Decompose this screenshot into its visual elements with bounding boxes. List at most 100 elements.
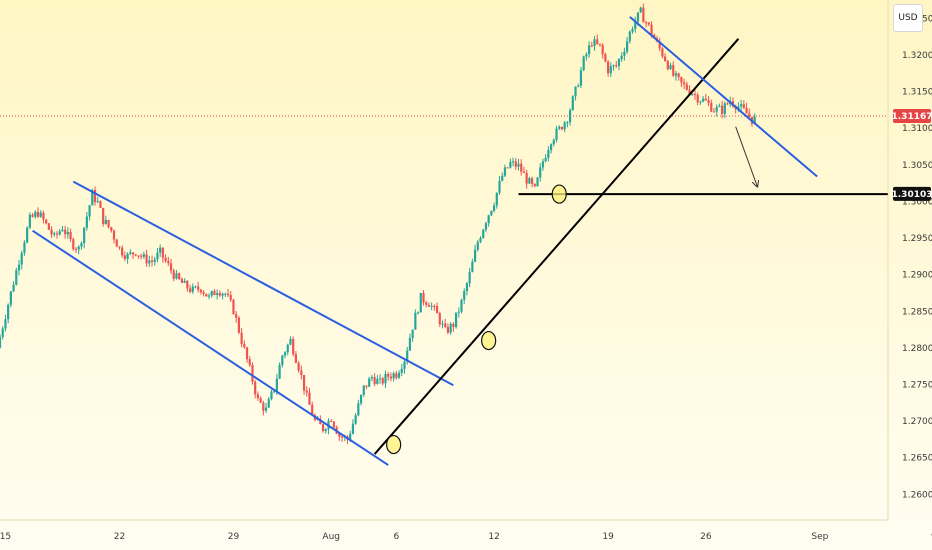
candle <box>61 225 64 232</box>
candle <box>110 226 113 233</box>
candle <box>286 343 289 356</box>
candle <box>406 346 409 365</box>
time-tick-label: 22 <box>114 532 125 542</box>
candle <box>202 290 205 297</box>
candle <box>414 309 417 330</box>
candle <box>566 121 569 128</box>
candle <box>39 210 42 218</box>
candle <box>115 238 118 247</box>
candle <box>167 256 170 266</box>
time-axis[interactable]: 152229Aug6121926Sep916 <box>0 532 932 542</box>
price-tick-label: 1.26000 <box>902 490 932 500</box>
candle <box>378 374 382 384</box>
candle <box>666 59 669 71</box>
price-tick-label: 1.30000 <box>902 197 932 207</box>
candle <box>161 247 164 263</box>
price-tick-label: 1.32000 <box>902 51 932 61</box>
candle <box>213 289 216 296</box>
price-tick-label: 1.29500 <box>902 234 932 244</box>
candle <box>351 419 355 435</box>
candle <box>237 315 240 335</box>
markers-layer <box>386 184 567 455</box>
candle <box>178 272 181 280</box>
candle <box>1 326 4 340</box>
candle <box>715 104 718 117</box>
candle <box>408 333 412 352</box>
candle <box>419 292 422 313</box>
candle <box>359 394 363 406</box>
candle <box>251 362 254 385</box>
candle <box>229 290 232 302</box>
time-tick-label: 15 <box>0 532 11 542</box>
candle <box>549 143 553 154</box>
candle <box>514 157 517 170</box>
candle <box>31 213 34 218</box>
candle <box>669 62 672 70</box>
candle <box>528 176 531 184</box>
candle <box>400 363 403 377</box>
candle <box>297 361 300 373</box>
candle <box>606 60 610 77</box>
candle <box>188 284 192 294</box>
candle <box>129 249 132 256</box>
candle <box>465 281 469 296</box>
candle <box>387 372 390 381</box>
candle <box>221 292 224 300</box>
level-price-label: 1.30103 <box>892 190 932 200</box>
candle <box>585 52 588 61</box>
candle <box>99 200 102 209</box>
candle <box>376 375 379 385</box>
candle <box>83 227 86 249</box>
candle <box>587 41 591 58</box>
price-tick-label: 1.27000 <box>902 417 932 427</box>
candle <box>224 292 227 298</box>
candle <box>118 246 121 250</box>
candle <box>522 166 526 173</box>
current-price-tag-bg <box>893 108 931 123</box>
touch-point-marker <box>386 434 402 455</box>
candle <box>571 95 574 111</box>
candle <box>547 146 550 162</box>
candle <box>645 20 648 28</box>
candle <box>484 221 488 233</box>
candle <box>661 47 664 59</box>
candle <box>112 229 116 244</box>
candle <box>262 400 265 416</box>
time-tick-label: Sep <box>811 532 828 542</box>
candle <box>243 340 246 349</box>
candle <box>180 277 183 284</box>
candle <box>473 244 477 263</box>
candle <box>235 311 238 323</box>
candle <box>259 396 262 404</box>
candle <box>677 72 680 81</box>
price-tick-label: 1.28000 <box>902 344 932 354</box>
currency-label: USD <box>898 13 918 23</box>
currency-button[interactable]: USD <box>893 4 923 32</box>
candle <box>365 385 368 390</box>
candle <box>449 322 452 335</box>
candle <box>574 86 577 101</box>
candle <box>142 251 145 259</box>
level-price-tag-bg <box>893 186 931 201</box>
candle <box>721 101 724 119</box>
candle <box>270 389 273 401</box>
candle <box>702 96 705 103</box>
candle <box>577 83 580 88</box>
candle <box>389 372 393 382</box>
candle <box>74 246 78 254</box>
candle <box>58 228 61 236</box>
candle <box>278 362 281 380</box>
candle <box>292 336 295 357</box>
candle <box>93 186 97 206</box>
candle <box>216 289 219 300</box>
candle <box>509 158 512 169</box>
candle <box>64 225 67 239</box>
candle <box>332 420 336 429</box>
candle <box>620 52 623 62</box>
candle <box>511 157 515 167</box>
candle <box>210 290 213 298</box>
candle <box>123 251 126 262</box>
candle <box>47 222 50 230</box>
